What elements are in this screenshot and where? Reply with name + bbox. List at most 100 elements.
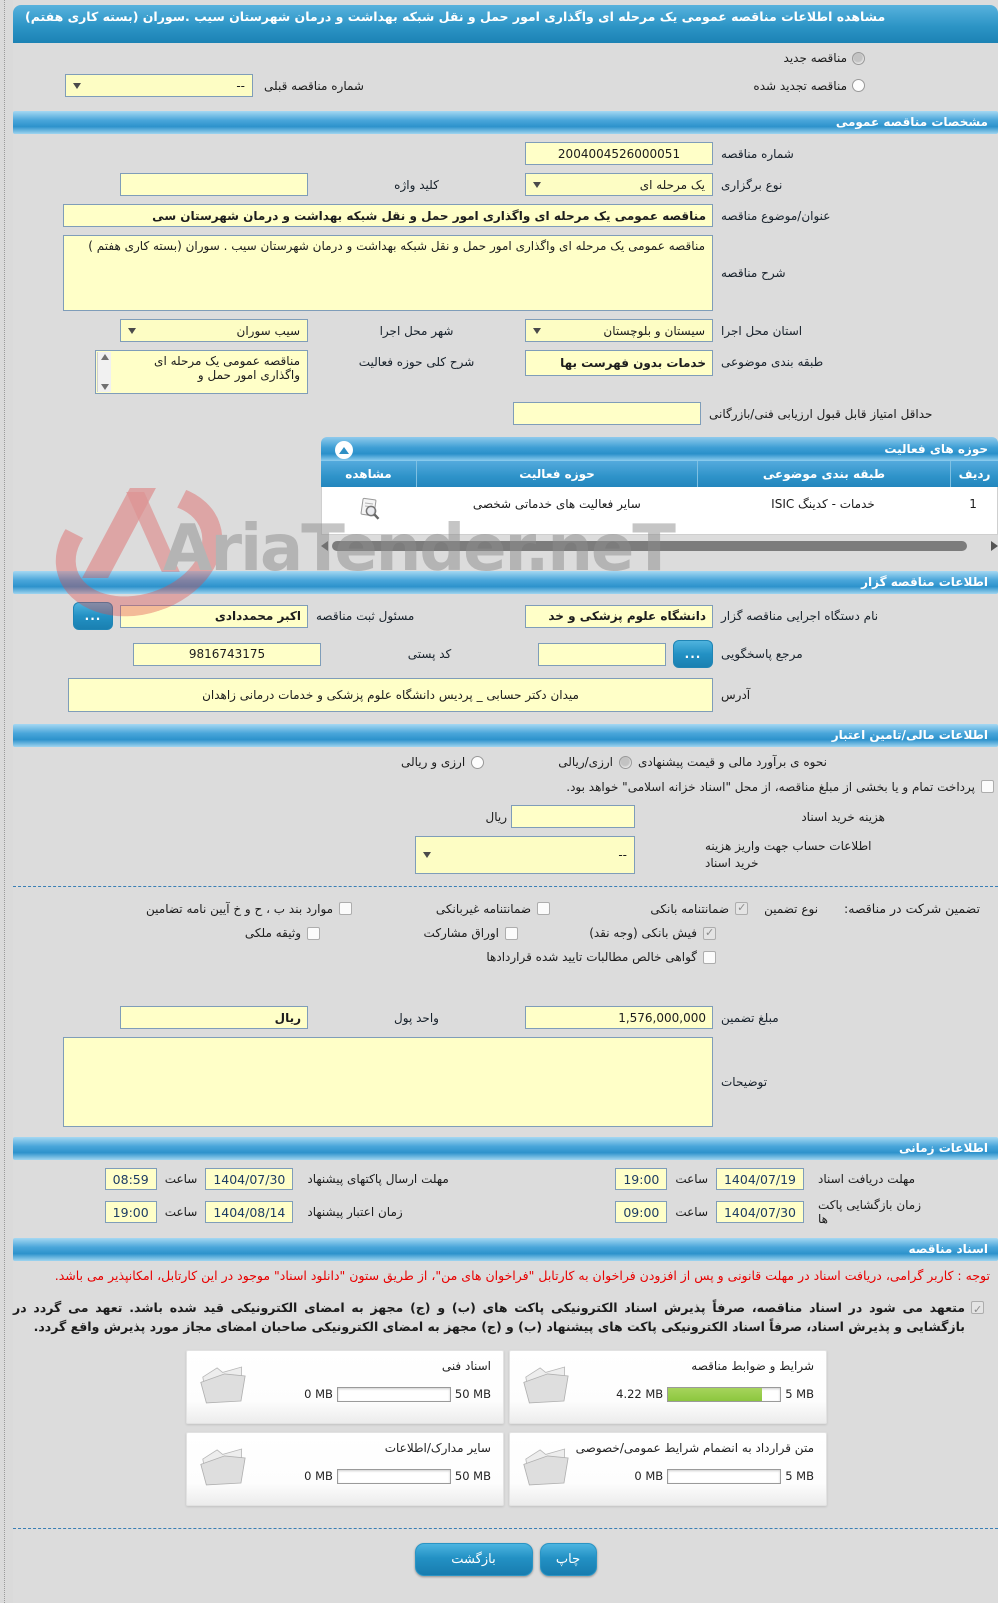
upload-card-terms-label: شرایط و ضوابط مناقصه	[691, 1358, 814, 1373]
hour-label: ساعت	[675, 1172, 708, 1186]
guarantee-amount-field: 1,576,000,000	[525, 1006, 713, 1029]
participation-bonds-checkbox[interactable]	[505, 926, 518, 940]
envelope-opening-time-label: زمان بازگشایی پاکت ها	[818, 1198, 922, 1226]
property-collateral-checkbox[interactable]	[307, 926, 320, 940]
scroll-down-icon[interactable]	[100, 384, 109, 390]
bank-guarantee-checkbox[interactable]	[735, 901, 749, 915]
city-label: شهر محل اجرا	[379, 323, 454, 338]
keyword-input[interactable]	[120, 173, 308, 196]
province-select[interactable]: سیستان و بلوچستان	[525, 319, 713, 342]
upload-card-other-label: سایر مدارک/اطلاعات	[384, 1440, 491, 1455]
province-value: سیستان و بلوچستان	[603, 323, 705, 338]
property-collateral-label: وثیقه ملکی	[244, 926, 301, 940]
bank-receipt-label: فیش بانکی (وجه نقد)	[589, 926, 697, 940]
tender-number-label: شماره مناقصه	[721, 146, 794, 161]
cell-category: خدمات - کدینگ ISIC	[771, 497, 875, 511]
upload-card-technical-label: اسناد فنی	[441, 1358, 491, 1373]
folder-icon	[523, 1447, 569, 1485]
scope-scrollbar[interactable]	[97, 352, 111, 392]
subject-label: عنوان/موضوع مناقصه	[721, 208, 831, 223]
hour-label: ساعت	[164, 1172, 198, 1186]
registrar-more-button[interactable]: ...	[73, 602, 113, 630]
upload-card-terms[interactable]: شرایط و ضوابط مناقصه 4.22 MB 5 MB	[509, 1349, 827, 1424]
reference-label: مرجع پاسخگویی	[721, 647, 803, 661]
nonbank-guarantee-checkbox[interactable]	[537, 902, 551, 915]
both-currency-radio[interactable]	[471, 755, 485, 769]
section-header-financial: اطلاعات مالی/تامین اعتبار	[13, 724, 998, 747]
upload-max-size: 5 MB	[785, 1469, 814, 1483]
description-textarea[interactable]: مناقصه عمومی یک مرحله ای واگذاری امور حم…	[63, 235, 713, 311]
new-tender-radio[interactable]	[852, 51, 865, 65]
hour-label: ساعت	[675, 1205, 708, 1219]
renewed-tender-radio[interactable]	[852, 79, 865, 92]
upload-card-contract[interactable]: متن قرارداد به انضمام شرایط عمومی/خصوصی …	[509, 1431, 827, 1506]
postal-code-field: 9816743175	[133, 642, 321, 666]
city-select[interactable]: سیب سوران	[120, 319, 308, 342]
documents-notice: توجه : کاربر گرامی، دریافت اسناد در مهلت…	[54, 1268, 990, 1283]
upload-card-contract-label: متن قرارداد به انضمام شرایط عمومی/خصوصی	[575, 1440, 814, 1455]
bank-receipt-checkbox[interactable]	[703, 926, 716, 940]
min-score-input[interactable]	[513, 402, 701, 425]
electronic-signature-pledge-text: متعهد می شود در اسناد مناقصه، صرفاً پذیر…	[13, 1299, 965, 1334]
rial-currency-radio[interactable]	[619, 755, 632, 769]
keyword-label: کلید واژه	[394, 177, 439, 192]
net-claims-checkbox[interactable]	[703, 950, 716, 964]
view-detail-button[interactable]	[322, 487, 417, 534]
scroll-right-icon[interactable]	[991, 540, 998, 551]
registrar-field: اکبر محمددادی	[120, 604, 308, 628]
participation-bonds-label: اوراق مشارکت	[423, 926, 499, 940]
electronic-signature-pledge-checkbox[interactable]	[971, 1300, 984, 1319]
offer-validity-date: 1404/08/14	[205, 1201, 294, 1223]
scrollbar-thumb[interactable]	[332, 540, 968, 551]
table-row: 1 خدمات - کدینگ ISIC سایر فعالیت های خدم…	[321, 487, 998, 535]
treasury-payment-checkbox[interactable]	[981, 780, 994, 793]
upload-card-technical[interactable]: اسناد فنی 0 MB 50 MB	[186, 1349, 504, 1424]
reference-more-button[interactable]: ...	[673, 640, 713, 668]
estimate-method-label: نحوه ی برآورد مالی و قیمت پیشنهادی	[638, 755, 827, 769]
bylaw-items-label: موارد بند ب ، ح و خ آیین نامه تضامین	[146, 901, 334, 916]
scroll-left-icon[interactable]	[321, 540, 328, 551]
prev-tender-number-select[interactable]: --	[65, 74, 253, 97]
min-score-label: حداقل امتیاز قابل قبول ارزیابی فنی/بازرگ…	[709, 406, 933, 421]
holding-type-value: یک مرحله ای	[639, 177, 705, 192]
upload-used-size: 0 MB	[634, 1469, 664, 1483]
notes-textarea[interactable]	[63, 1037, 713, 1127]
back-button[interactable]: بازگشت	[414, 1542, 533, 1576]
province-label: استان محل اجرا	[721, 323, 803, 338]
doc-fee-input[interactable]	[511, 805, 635, 828]
envelope-submit-deadline-time: 08:59	[104, 1168, 157, 1190]
page-left-edge	[0, 0, 13, 1603]
envelope-opening-time: 09:00	[615, 1201, 668, 1223]
scroll-up-icon[interactable]	[100, 354, 109, 360]
page-title: مشاهده اطلاعات مناقصه عمومی یک مرحله ای …	[13, 5, 998, 43]
upload-card-other[interactable]: سایر مدارک/اطلاعات 0 MB 50 MB	[186, 1431, 504, 1506]
section-header-timing: اطلاعات زمانی	[13, 1137, 998, 1160]
scope-textarea[interactable]: مناقصه عمومی یک مرحله ای واگذاری امور حم…	[95, 350, 308, 394]
city-value: سیب سوران	[236, 323, 300, 338]
treasury-payment-note: پرداخت تمام و یا بخشی از مبلغ مناقصه، از…	[566, 780, 975, 794]
table-horizontal-scrollbar[interactable]	[321, 538, 998, 553]
bylaw-items-checkbox[interactable]	[339, 902, 353, 915]
upload-max-size: 50 MB	[454, 1387, 491, 1401]
chevron-down-icon	[533, 327, 541, 334]
reference-input[interactable]	[538, 642, 666, 666]
chevron-down-icon	[533, 181, 541, 188]
doc-receipt-deadline-date: 1404/07/19	[716, 1168, 804, 1190]
fee-account-select[interactable]: --	[415, 836, 635, 874]
print-button[interactable]: چاپ	[539, 1542, 597, 1576]
holding-type-select[interactable]: یک مرحله ای	[525, 173, 713, 196]
guarantee-amount-label: مبلغ تضمین	[721, 1010, 779, 1025]
holding-type-label: نوع برگزاری	[721, 177, 783, 192]
new-tender-label: مناقصه جدید	[783, 51, 847, 65]
doc-receipt-deadline-label: مهلت دریافت اسناد	[818, 1172, 916, 1186]
chevron-down-icon	[128, 327, 136, 334]
section-header-specs: مشخصات مناقصه عمومی	[13, 111, 998, 134]
upload-progress-bar	[336, 1386, 451, 1402]
collapse-icon[interactable]	[335, 441, 353, 459]
upload-used-size: 0 MB	[304, 1469, 333, 1483]
folder-icon	[523, 1365, 569, 1403]
column-row-number: ردیف	[950, 461, 998, 487]
envelope-opening-date: 1404/07/30	[716, 1201, 804, 1223]
chevron-down-icon	[73, 82, 81, 89]
upload-progress-bar	[336, 1468, 451, 1484]
